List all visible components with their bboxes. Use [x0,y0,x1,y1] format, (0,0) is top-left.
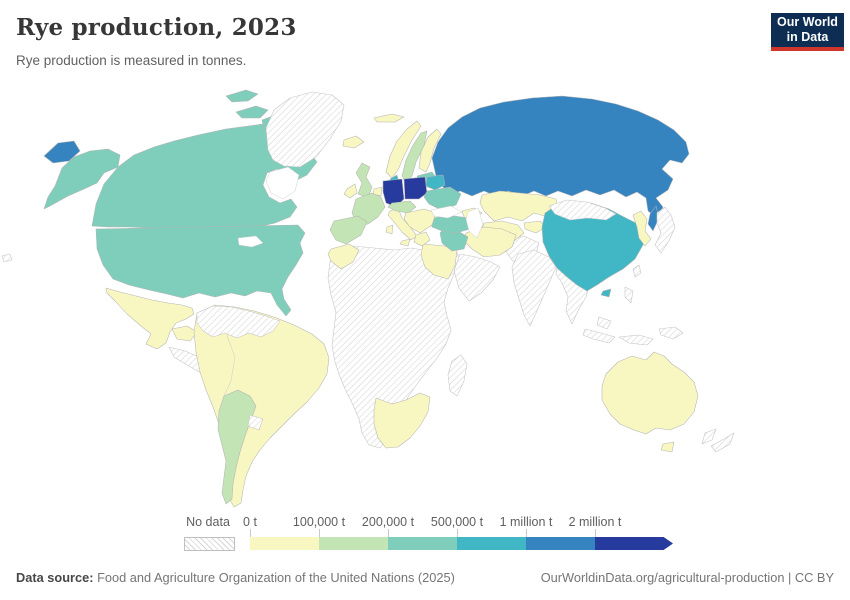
country-argentina[interactable] [217,389,257,505]
country-italy[interactable] [387,207,418,241]
country-uruguay[interactable] [247,414,264,431]
caspian-sea [465,207,484,239]
country-tasmania[interactable] [660,441,675,453]
region-benelux[interactable] [372,186,383,197]
country-australia[interactable] [601,351,699,435]
legend-bin-swatch-3[interactable] [457,537,526,550]
country-colombia-venezuela[interactable] [196,305,281,339]
great-lakes [237,235,264,248]
country-korea[interactable] [632,210,652,247]
country-russia[interactable] [431,95,690,219]
country-mongolia[interactable] [548,199,617,221]
country-sakhalin[interactable] [647,205,660,232]
country-saudi-arabia[interactable] [453,253,501,302]
legend-edge-label-1: 100,000 t [292,515,346,529]
country-svalbard[interactable] [373,113,405,123]
legend-tick [526,529,527,537]
legend-tick [319,529,320,537]
country-greenland[interactable] [265,91,345,168]
country-philippines[interactable] [624,286,634,304]
country-taiwan[interactable] [632,264,642,278]
country-sicily[interactable] [399,238,411,247]
country-canada-arctic-2[interactable] [225,89,259,103]
country-sardinia[interactable] [385,224,394,235]
country-japan[interactable] [654,206,676,254]
legend-tick [250,529,251,537]
country-kyrgyzstan[interactable] [523,220,547,234]
legend-edge-label-4: 1 million t [499,515,553,529]
country-mexico-yucatan[interactable] [171,325,198,342]
country-russia-chukotka[interactable] [43,140,81,164]
country-indonesia-west[interactable] [582,328,616,344]
country-ukraine[interactable] [423,186,462,211]
legend-edge-label-2: 200,000 t [361,515,415,529]
country-hainan[interactable] [600,288,612,298]
country-norway[interactable] [385,120,422,179]
region-south-america[interactable] [193,304,330,508]
legend-tick [595,529,596,537]
country-madagascar[interactable] [447,354,468,397]
black-sea [430,205,463,219]
country-greece[interactable] [413,231,431,247]
country-india[interactable] [511,249,557,327]
country-borneo[interactable] [596,316,612,330]
data-source-prefix: Data source: [16,570,94,585]
region-balkans[interactable] [403,208,437,234]
country-iceland[interactable] [342,135,365,149]
data-source-text: Food and Agriculture Organization of the… [93,570,455,585]
country-indonesia-east[interactable] [618,334,654,346]
country-new-zealand-north[interactable] [701,428,717,445]
page-title: Rye production, 2023 [16,14,297,41]
country-poland[interactable] [403,176,428,200]
country-united-states[interactable] [95,224,306,317]
legend-no-data-label: No data [186,515,230,529]
legend-tick [457,529,458,537]
owid-license-link[interactable]: OurWorldinData.org/agricultural-producti… [540,570,834,585]
legend-edge-label-0: 0 t [243,515,257,529]
country-china[interactable] [541,200,646,292]
country-alaska[interactable] [43,148,121,210]
legend-tick [388,529,389,537]
hudson-bay [265,166,300,200]
legend-edge-label-5: 2 million t [568,515,622,529]
country-new-zealand-south[interactable] [710,432,735,453]
legend-bin-swatch-1[interactable] [319,537,388,550]
country-belarus[interactable] [425,174,446,191]
country-united-kingdom[interactable] [355,162,373,199]
country-south-africa[interactable] [373,392,431,449]
country-mexico[interactable] [105,287,195,350]
owid-logo-line1: Our World [777,15,838,29]
country-ireland[interactable] [343,183,358,199]
country-spain-portugal[interactable] [329,215,368,245]
legend-edge-label-3: 500,000 t [430,515,484,529]
country-kazakhstan[interactable] [479,190,559,222]
data-source-note: Data source: Food and Agriculture Organi… [16,570,455,585]
country-morocco[interactable] [327,243,360,270]
owid-logo-line2: in Data [786,30,829,44]
country-canada-arctic-1[interactable] [235,105,269,119]
country-finland[interactable] [418,128,442,173]
legend-bin-swatch-5[interactable] [595,537,673,550]
legend-bin-swatch-4[interactable] [526,537,595,550]
legend-bin-swatch-0[interactable] [250,537,319,550]
chart-subtitle: Rye production is measured in tonnes. [16,53,247,68]
country-pacific-island[interactable] [1,253,13,263]
legend-bin-swatch-2[interactable] [388,537,457,550]
legend-no-data-swatch[interactable] [184,537,235,551]
owid-logo[interactable]: Our World in Data [771,13,844,51]
country-new-guinea[interactable] [658,326,684,340]
